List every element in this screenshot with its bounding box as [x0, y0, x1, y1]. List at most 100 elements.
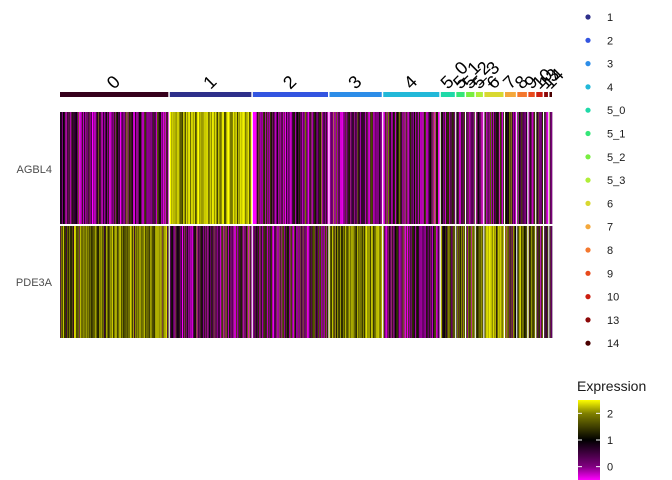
heat-cell [401, 112, 403, 224]
heat-cell [462, 112, 464, 224]
heat-cell [267, 226, 269, 338]
heat-cell [547, 112, 549, 224]
heat-cell [107, 226, 109, 338]
heat-cell [178, 226, 180, 338]
heat-cell [130, 226, 132, 338]
heat-cell [276, 112, 278, 224]
heat-cell [546, 226, 548, 338]
heat-cell [63, 226, 65, 338]
heat-cell [227, 112, 229, 224]
heat-cell [456, 226, 458, 338]
heat-cell [494, 226, 496, 338]
cluster-bar-1 [169, 92, 252, 97]
heat-cell [399, 226, 401, 338]
heat-cell [118, 112, 120, 224]
heat-cell [151, 112, 153, 224]
heat-cell [62, 226, 64, 338]
heat-cell [261, 112, 263, 224]
heat-cell [401, 226, 403, 338]
heat-cell [182, 226, 184, 338]
heat-cell [424, 112, 426, 224]
heat-cell [233, 226, 235, 338]
heat-cell [201, 112, 203, 224]
heat-cell [343, 226, 345, 338]
legend-label-14: 14 [607, 338, 619, 350]
heat-cell [512, 226, 514, 338]
heat-cell [432, 112, 434, 224]
heat-cell [430, 112, 432, 224]
heat-cell [330, 112, 332, 224]
heat-cell [435, 226, 437, 338]
heat-cell [247, 112, 249, 224]
heat-cell [310, 112, 312, 224]
heat-cell [202, 226, 204, 338]
heat-cell [261, 226, 263, 338]
heat-cell [171, 226, 173, 338]
heat-cell [296, 226, 298, 338]
heat-cell [393, 226, 395, 338]
heat-cell [176, 226, 178, 338]
heat-cell [149, 112, 151, 224]
heat-cell [332, 112, 334, 224]
heat-cell [270, 226, 272, 338]
heat-cell [114, 112, 116, 224]
heat-cell [236, 226, 238, 338]
heat-cell [248, 112, 250, 224]
heat-cell [508, 226, 510, 338]
heat-cell [147, 226, 149, 338]
heat-cell [103, 226, 105, 338]
heat-cell [394, 226, 396, 338]
heat-cell [151, 226, 153, 338]
heat-cell [186, 112, 188, 224]
heat-cell [472, 112, 474, 224]
heat-cell [282, 226, 284, 338]
heat-cell [344, 226, 346, 338]
heat-cell [264, 226, 266, 338]
heat-cell [318, 112, 320, 224]
heat-cell [285, 226, 287, 338]
heat-cell [392, 226, 394, 338]
heat-cell [241, 112, 243, 224]
heat-cell [177, 112, 179, 224]
heat-cell [212, 112, 214, 224]
heat-cell [84, 112, 86, 224]
heat-cell [538, 112, 540, 224]
heat-cell [390, 112, 392, 224]
heat-cell [133, 226, 135, 338]
heat-cell [199, 112, 201, 224]
heat-cell [351, 226, 353, 338]
heat-cell [338, 112, 340, 224]
heat-cell [390, 226, 392, 338]
legend-swatch-1 [585, 14, 591, 20]
heat-cell [137, 112, 139, 224]
heat-cell [163, 112, 165, 224]
heat-cell [124, 112, 126, 224]
heat-cell [229, 226, 231, 338]
heat-cell [505, 112, 507, 224]
heat-cell [165, 226, 167, 338]
heat-cell [445, 112, 447, 224]
heat-cell [341, 226, 343, 338]
heat-cell [181, 226, 183, 338]
heat-cell [139, 226, 141, 338]
heat-cell [467, 226, 469, 338]
heat-cell [313, 112, 315, 224]
heat-cell [188, 226, 190, 338]
heat-cell [371, 226, 373, 338]
heat-cell [135, 226, 137, 338]
heat-cell [246, 112, 248, 224]
heat-cell [343, 112, 345, 224]
heat-cell [355, 226, 357, 338]
heat-cell [399, 112, 401, 224]
heat-cell [291, 226, 293, 338]
heat-cell [97, 112, 99, 224]
heat-cell [65, 226, 67, 338]
heat-cell [171, 112, 173, 224]
heat-cell [377, 226, 379, 338]
heat-cell [187, 226, 188, 338]
heat-cell [206, 112, 208, 224]
heat-cell [125, 112, 127, 224]
heat-cell [311, 112, 313, 224]
heat-cell [395, 226, 397, 338]
heat-cell [512, 226, 513, 338]
